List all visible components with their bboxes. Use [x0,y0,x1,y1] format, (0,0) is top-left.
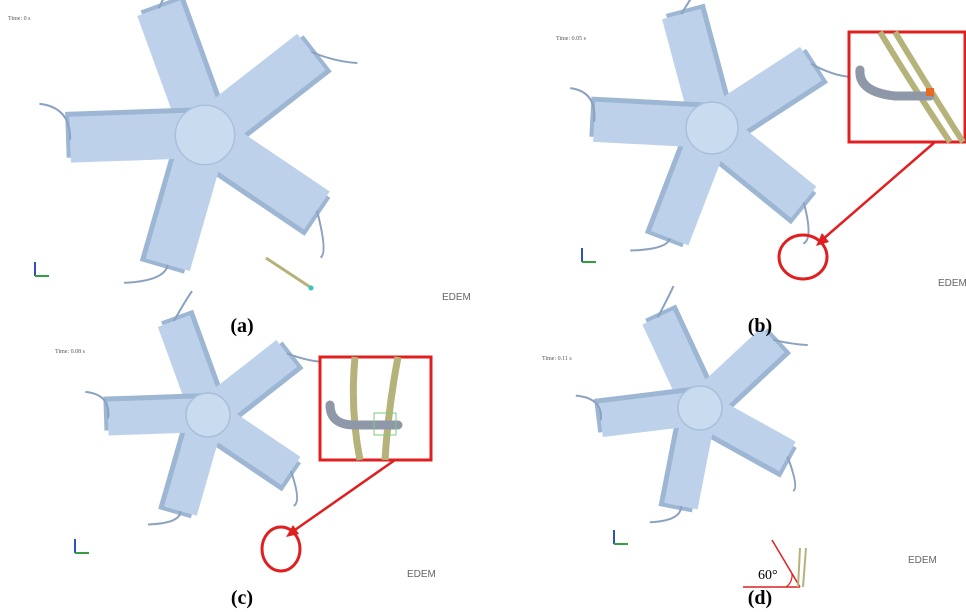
logo: EDEM [407,569,436,580]
time-label: Time: 0.11 s [542,356,572,362]
time-label: Time: 0.05 s [556,36,587,42]
zoom-box [320,357,431,460]
logo: EDEM [938,278,966,289]
background [0,0,966,612]
panel-label: (b) [748,315,772,337]
panel-label: (c) [231,587,253,609]
angle-label: 60° [758,568,778,583]
time-label: Time: 0.08 s [55,349,86,355]
hub [175,105,234,164]
time-label: Time: 0 s [8,16,31,22]
contact [926,88,934,96]
logo: EDEM [442,292,471,303]
figure: 60° (a) (b) (c) (d) Time: 0 s Time: 0.05… [0,0,966,612]
logo: EDEM [908,555,937,566]
panel-label: (a) [230,315,253,337]
hub [678,386,722,430]
hub [186,393,230,437]
panel-label: (d) [748,587,772,609]
hub [686,102,738,154]
marker [309,286,314,291]
